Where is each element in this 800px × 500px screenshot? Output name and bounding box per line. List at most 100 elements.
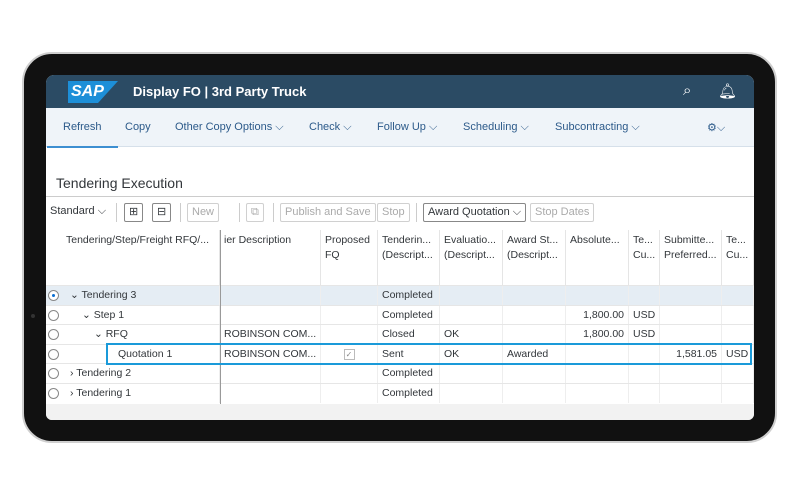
separator (416, 203, 417, 222)
cell-sub: 1,581.05 (660, 344, 722, 364)
cell-node: ⌄ Step 1 (62, 305, 220, 325)
cell-cur: USD (629, 305, 660, 325)
table-row[interactable]: ⌄ Tendering 3 Completed (46, 285, 754, 305)
cell-eval (440, 364, 503, 384)
cell-fq (321, 364, 378, 384)
publish-and-save-button[interactable]: Publish and Save (280, 203, 376, 222)
cell-node: › Tendering 1 (62, 384, 220, 403)
sap-logo: SAP (68, 81, 118, 103)
cell-node: ⌄ RFQ (62, 325, 220, 345)
column-header[interactable]: Absolute... (566, 230, 629, 285)
cell-desc (220, 305, 321, 325)
table-row[interactable]: ⌄ Step 1 Completed 1,800.00 USD (46, 304, 754, 325)
cell-abs: 1,800.00 (566, 305, 629, 325)
collapse-all-icon[interactable]: ⊟ (152, 203, 172, 222)
cell-award (503, 305, 566, 325)
table-row[interactable]: ⌄ RFQ ROBINSON COM... Closed OK 1,800.00 USD (46, 324, 754, 345)
camera-dot (31, 314, 35, 318)
column-header[interactable]: Submitte... Preferred... (660, 230, 722, 285)
follow-up-menu[interactable]: Follow Up ⌵ (377, 121, 438, 133)
cell-node: Quotation 1 (62, 344, 220, 364)
divider (46, 196, 754, 197)
other-copy-options-menu[interactable]: Other Copy Options ⌵ (175, 121, 284, 133)
cell-abs: 1,800.00 (566, 325, 629, 345)
action-bar: Refresh Copy Other Copy Options ⌵ Check … (46, 108, 754, 148)
search-icon[interactable]: ⌕ (683, 82, 692, 99)
separator (239, 203, 240, 222)
shell-bar: SAP Display FO | 3rd Party Truck ⌕ 🔔︎ (46, 75, 754, 108)
separator (273, 203, 274, 222)
cell-fq: ✓ (321, 344, 378, 364)
cell-eval: OK (440, 344, 503, 364)
award-quotation-menu[interactable]: Award Quotation ⌵ (423, 203, 527, 222)
row-select-radio[interactable] (48, 388, 59, 399)
cell-abs (566, 364, 629, 384)
separator (116, 203, 117, 222)
cell-desc (220, 364, 321, 384)
cell-desc: ROBINSON COM... (220, 344, 321, 364)
column-header[interactable]: Award St... (Descript... (503, 230, 566, 285)
column-header[interactable]: Te... Cu... (629, 230, 660, 285)
cell-cur2 (722, 364, 754, 384)
column-header[interactable]: Tenderin... (Descript... (378, 230, 440, 285)
cell-sub (660, 364, 722, 384)
cell-tender: Completed (378, 286, 440, 305)
cell-cur: USD (629, 325, 660, 345)
cell-fq (321, 305, 378, 325)
app-title: Display FO | 3rd Party Truck (133, 84, 307, 99)
proposed-fq-checkbox[interactable]: ✓ (343, 348, 355, 360)
cell-tender: Completed (378, 364, 440, 384)
cell-tender: Sent (378, 344, 440, 364)
cell-eval (440, 305, 503, 325)
stop-dates-button[interactable]: Stop Dates (530, 203, 595, 222)
cell-fq (321, 384, 378, 403)
cell-cur2: USD (722, 344, 754, 364)
cell-tender: Completed (378, 305, 440, 325)
cell-fq (321, 325, 378, 345)
new-button[interactable]: New (187, 203, 220, 222)
refresh-button[interactable]: Refresh (47, 121, 117, 148)
cell-tender: Closed (378, 325, 440, 345)
cell-fq (321, 286, 378, 305)
cell-sub (660, 325, 722, 345)
scheduling-menu[interactable]: Scheduling ⌵ (463, 121, 529, 133)
settings-gear-icon[interactable]: ⚙⌵ (707, 122, 726, 134)
cell-cur2 (722, 384, 754, 403)
cell-cur2 (722, 286, 754, 305)
cell-sub (660, 286, 722, 305)
cell-award (503, 325, 566, 345)
cell-abs (566, 344, 629, 364)
row-select-radio[interactable] (48, 329, 59, 341)
row-select-radio[interactable] (48, 290, 59, 301)
fixed-column-divider[interactable] (220, 230, 221, 420)
bell-icon[interactable]: 🔔︎ (718, 83, 738, 100)
cell-abs (566, 286, 629, 305)
cell-desc (220, 286, 321, 305)
cell-sub (660, 384, 722, 403)
column-header[interactable]: Evaluatio... (Descript... (440, 230, 503, 285)
column-header[interactable]: ier Description (220, 230, 321, 285)
copy-icon[interactable]: ⧉ (246, 203, 264, 222)
column-header[interactable]: Proposed FQ (321, 230, 378, 285)
column-header[interactable]: Te... Cu... (722, 230, 754, 285)
cell-cur2 (722, 305, 754, 325)
cell-cur (629, 384, 660, 403)
variant-select[interactable]: Standard ⌵ (46, 203, 111, 222)
cell-abs (566, 384, 629, 403)
check-menu[interactable]: Check ⌵ (309, 121, 352, 133)
cell-cur (629, 344, 660, 364)
cell-cur (629, 364, 660, 384)
row-select-radio[interactable] (48, 348, 59, 360)
stop-button[interactable]: Stop (377, 203, 410, 222)
column-header[interactable]: Tendering/Step/Freight RFQ/... (62, 230, 220, 285)
subcontracting-menu[interactable]: Subcontracting ⌵ (555, 121, 640, 133)
row-select-radio[interactable] (48, 368, 59, 380)
expand-all-icon[interactable]: ⊞ (124, 203, 144, 222)
table-row[interactable]: › Tendering 2 Completed (46, 363, 754, 384)
cell-cur (629, 286, 660, 305)
copy-button[interactable]: Copy (125, 121, 151, 133)
cell-node: ⌄ Tendering 3 (62, 286, 220, 305)
table-row[interactable]: › Tendering 1 Completed (46, 383, 754, 403)
row-select-radio[interactable] (48, 309, 59, 321)
cell-eval (440, 384, 503, 403)
